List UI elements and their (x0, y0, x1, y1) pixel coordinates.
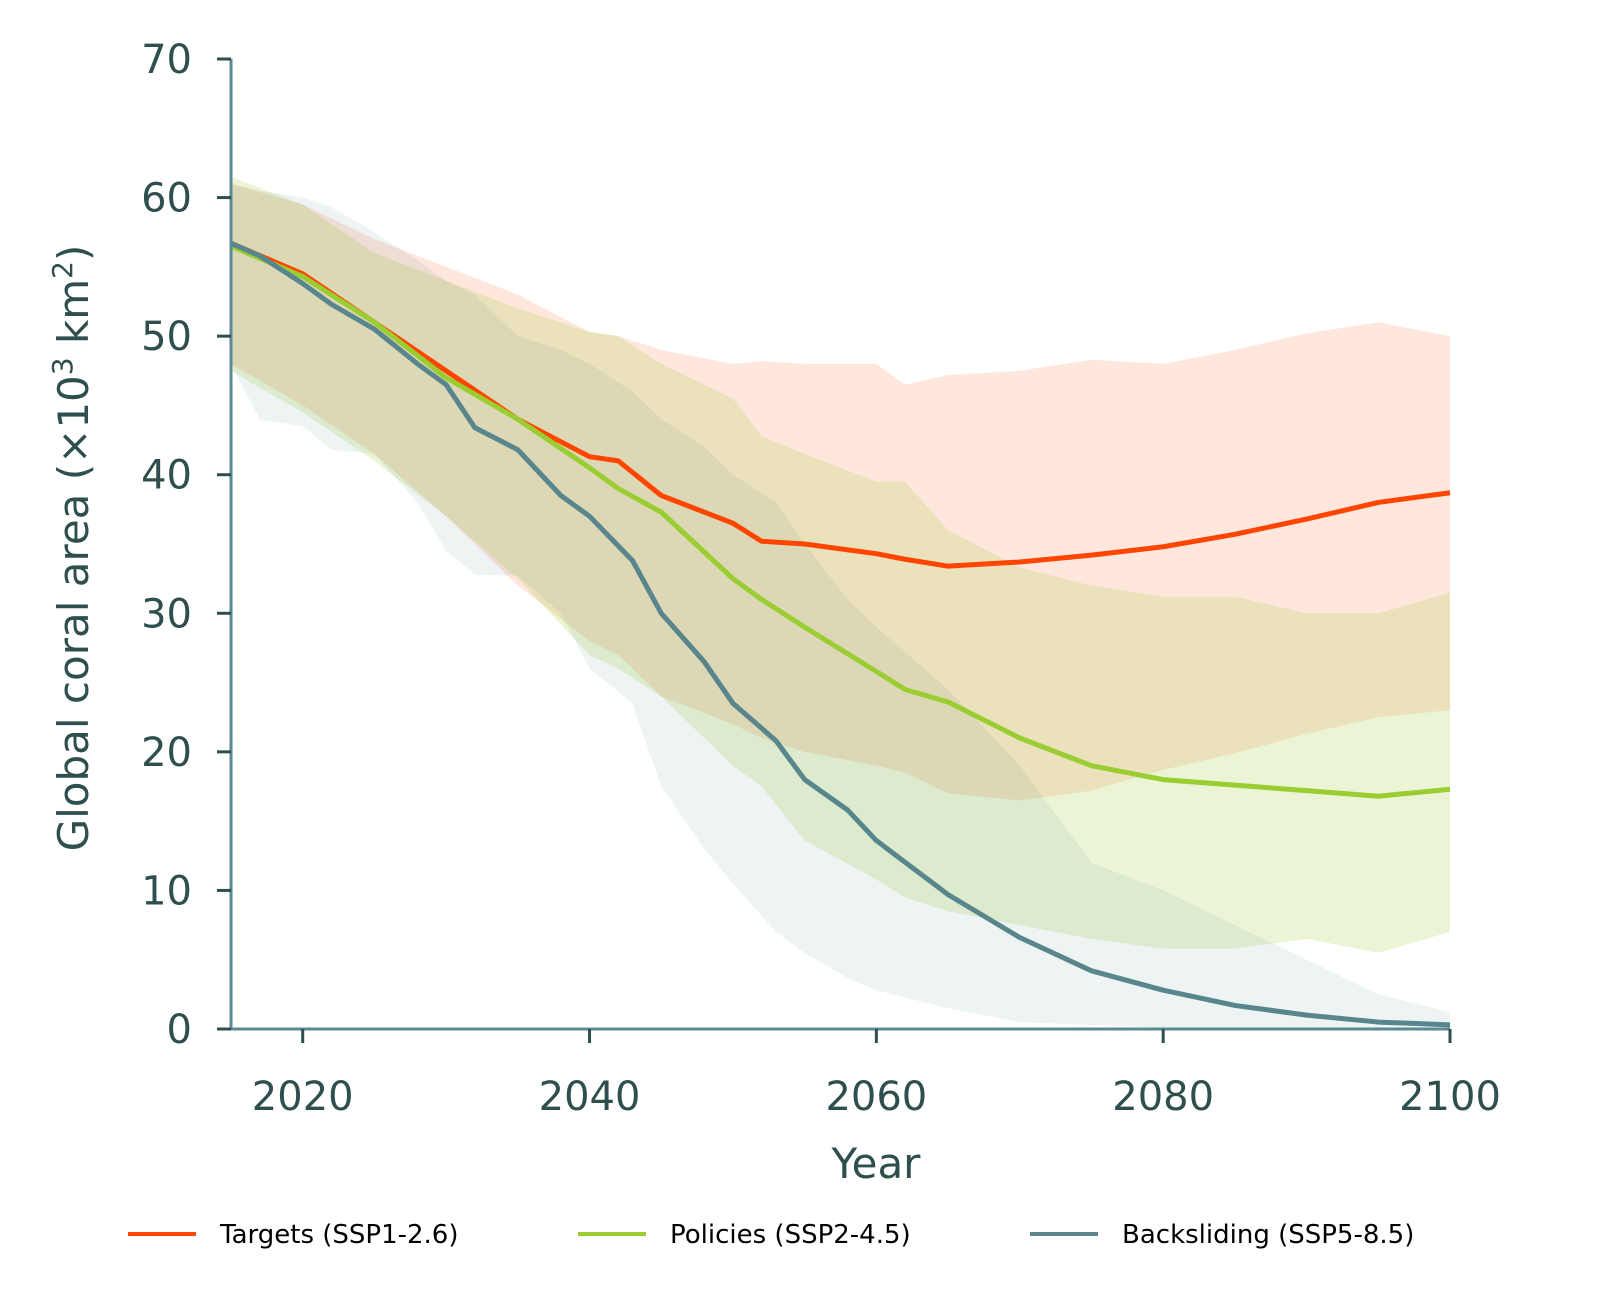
line-targets (230, 240, 1451, 569)
x-axis-label: Year (831, 1139, 922, 1188)
legend-entry-policies: Policies (SSP2-4.5) (578, 1220, 911, 1250)
band-policies (231, 176, 1450, 953)
x-tick-label: 2040 (539, 1074, 641, 1120)
ticks: 2020 2040 2060 2080 2100 0 10 20 30 40 50 60 70 (141, 37, 1501, 1120)
line-backsliding (230, 241, 1451, 1028)
x-tick-label: 2100 (1399, 1074, 1501, 1120)
band-targets (231, 183, 1450, 801)
y-label-sup1: 3 (46, 357, 79, 375)
y-label-mid: km (49, 279, 98, 358)
x-tick-label: 2060 (825, 1074, 927, 1120)
y-label-sup2: 2 (46, 261, 79, 279)
y-label-main: Global coral area (×10 (49, 375, 98, 851)
band-backsliding (231, 183, 1450, 1029)
y-tick-label: 30 (141, 591, 192, 637)
y-tick-label: 10 (141, 868, 192, 914)
axes (229, 59, 1450, 1031)
y-tick-label: 50 (141, 314, 192, 360)
uncertainty-bands (231, 176, 1450, 1029)
y-axis-label: Global coral area (×103 km2) (46, 245, 98, 852)
y-tick-label: 40 (141, 453, 192, 499)
y-tick-label: 70 (141, 37, 192, 83)
y-tick-label: 60 (141, 176, 192, 222)
y-tick-label: 20 (141, 730, 192, 776)
y-label-end: ) (49, 245, 98, 261)
line-policies (230, 243, 1451, 799)
legend-entry-targets: Targets (SSP1-2.6) (128, 1220, 459, 1250)
series-lines (230, 240, 1451, 1028)
legend-label-policies: Policies (SSP2-4.5) (670, 1220, 911, 1250)
legend-label-targets: Targets (SSP1-2.6) (219, 1220, 459, 1250)
legend-label-backsliding: Backsliding (SSP5-8.5) (1122, 1220, 1414, 1250)
x-tick-label: 2080 (1112, 1074, 1214, 1120)
legend-entry-backsliding: Backsliding (SSP5-8.5) (1030, 1220, 1414, 1250)
x-tick-label: 2020 (252, 1074, 354, 1120)
legend: Targets (SSP1-2.6) Policies (SSP2-4.5) B… (128, 1220, 1414, 1250)
y-tick-label: 0 (167, 1007, 192, 1053)
